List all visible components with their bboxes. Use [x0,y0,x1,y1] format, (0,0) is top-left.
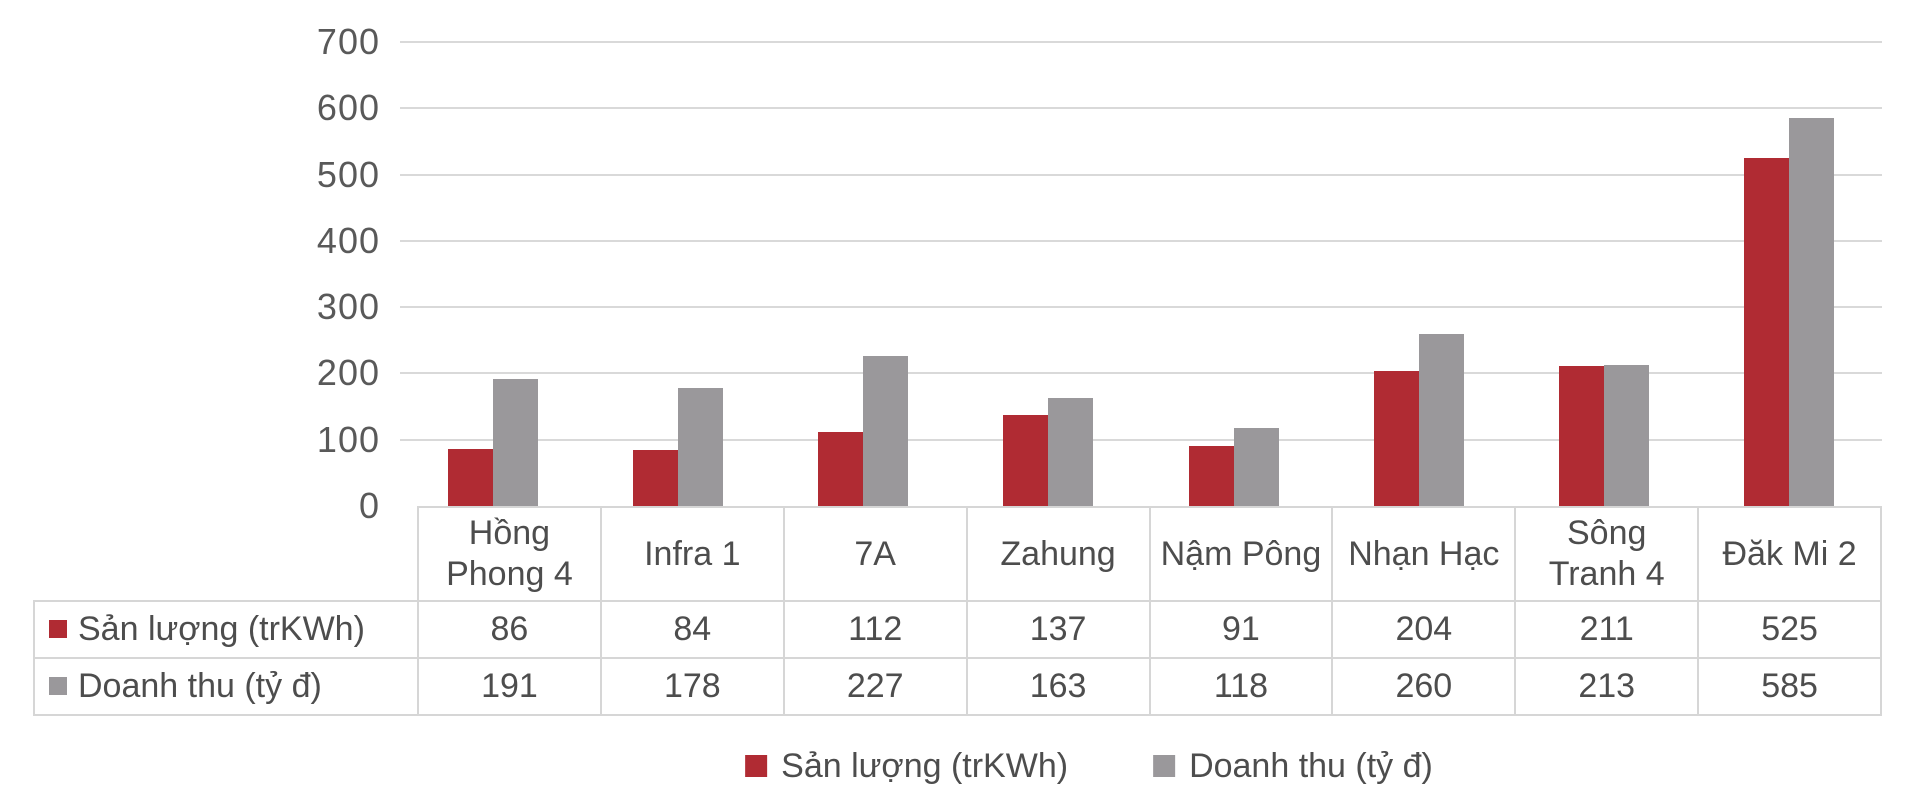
bar-series-0 [1003,415,1049,506]
legend-swatch-icon [1153,755,1176,777]
category-header-cell: Sông Tranh 4 [1514,506,1700,602]
table-header-row: Hồng Phong 4 Infra 1 7A Zahung Nậm Pông Nhạn … [34,506,1882,602]
bar-series-1 [1418,333,1464,506]
table-row: Sản lượng (trKWh) 86 84 112 137 91 204 211 525 [33,600,1882,659]
y-axis-tick-label: 0 [358,485,380,526]
category-header-cell: Nậm Pông [1148,506,1334,602]
y-axis-tick-label: 700 [316,21,380,62]
series-swatch-icon [49,620,67,638]
value-cell: 112 [782,600,968,659]
gridline [400,173,1882,176]
value-cell: 137 [965,600,1151,659]
category-header-cell: Hồng Phong 4 [417,506,602,602]
series-label: Doanh thu (tỷ đ) [78,667,322,705]
bar-group [771,42,956,506]
gridline [400,306,1882,309]
bar-group [1326,42,1511,506]
legend-item: Sản lượng (trKWh) [745,747,1068,786]
value-cell: 213 [1514,657,1700,716]
bar-series-0 [818,431,864,506]
data-table: Hồng Phong 4 Infra 1 7A Zahung Nậm Pông Nhạn … [33,506,1882,716]
grid-layer [400,41,1882,506]
value-cell: 91 [1148,600,1334,659]
bar-group [585,42,770,506]
bar-group [1141,42,1326,506]
category-header-cell: 7A [782,506,968,602]
table-body: Sản lượng (trKWh) 86 84 112 137 91 204 211 525 Do… [33,600,1882,716]
bar-group [1512,42,1697,506]
bar-series-0 [1559,366,1605,506]
category-header-cell: Zahung [965,506,1151,602]
table-row: Doanh thu (tỷ đ) 191 178 227 163 118 260 213 585 [33,657,1882,716]
table-header-row: Hồng Phong 4 Infra 1 7A Zahung Nậm Pông Nhạn … [34,506,1882,602]
bar-series-0 [1744,158,1790,506]
value-cell: 191 [417,657,602,716]
bar-series-0 [1188,445,1234,506]
category-header-cell: Infra 1 [599,506,785,602]
bar-group [400,42,585,506]
series-swatch-icon [49,677,67,695]
value-cell: 525 [1697,600,1882,659]
legend-label: Sản lượng (trKWh) [781,746,1069,785]
value-cell: 86 [417,600,602,659]
gridline [400,41,1882,43]
y-axis-tick-label: 300 [316,286,380,328]
bar-series-1 [1048,397,1094,506]
bars-layer [400,42,1882,506]
y-axis-tick-label: 400 [316,219,380,261]
bar-series-1 [492,379,538,506]
gridline [400,372,1882,375]
y-axis: 0 100 200 300 400 500 600 700 [180,21,380,526]
bar-series-1 [677,388,723,506]
legend-swatch-icon [745,755,768,777]
value-cell: 163 [965,657,1151,716]
value-cell: 118 [1148,657,1334,716]
value-cell: 585 [1697,657,1882,716]
plot-area [400,41,1882,506]
bar-series-1 [1233,427,1279,506]
y-axis-tick-label: 500 [316,153,380,195]
table-corner-cell [34,507,418,601]
bar-series-1 [1604,364,1650,506]
gridline [400,239,1882,242]
bar-series-1 [863,355,909,506]
value-cell: 260 [1331,657,1517,716]
series-label-cell: Doanh thu (tỷ đ) [33,657,419,716]
series-label: Sản lượng (trKWh) [78,610,365,648]
gridline [400,107,1882,110]
y-axis-tick-label: 100 [316,418,380,460]
gridline [400,438,1882,441]
value-cell: 178 [599,657,785,716]
y-axis-tick-label: 200 [316,352,380,394]
y-axis-tick-label: 600 [316,87,380,129]
value-cell: 204 [1331,600,1517,659]
value-cell: 211 [1514,600,1700,659]
value-cell: 227 [782,657,968,716]
chart-legend: Sản lượng (trKWh) Doanh thu (tỷ đ) [745,740,1433,792]
series-label-cell: Sản lượng (trKWh) [33,600,419,659]
bar-series-0 [632,450,678,506]
legend-item: Doanh thu (tỷ đ) [1153,747,1433,786]
bar-group [956,42,1141,506]
legend-label: Doanh thu (tỷ đ) [1189,746,1433,785]
bar-group [1697,42,1882,506]
bar-series-0 [1373,370,1419,506]
bar-series-1 [1789,118,1835,506]
category-header-cell: Đăk Mi 2 [1697,506,1882,602]
value-cell: 84 [599,600,785,659]
bar-series-0 [447,449,493,506]
category-header-cell: Nhạn Hạc [1331,506,1517,602]
